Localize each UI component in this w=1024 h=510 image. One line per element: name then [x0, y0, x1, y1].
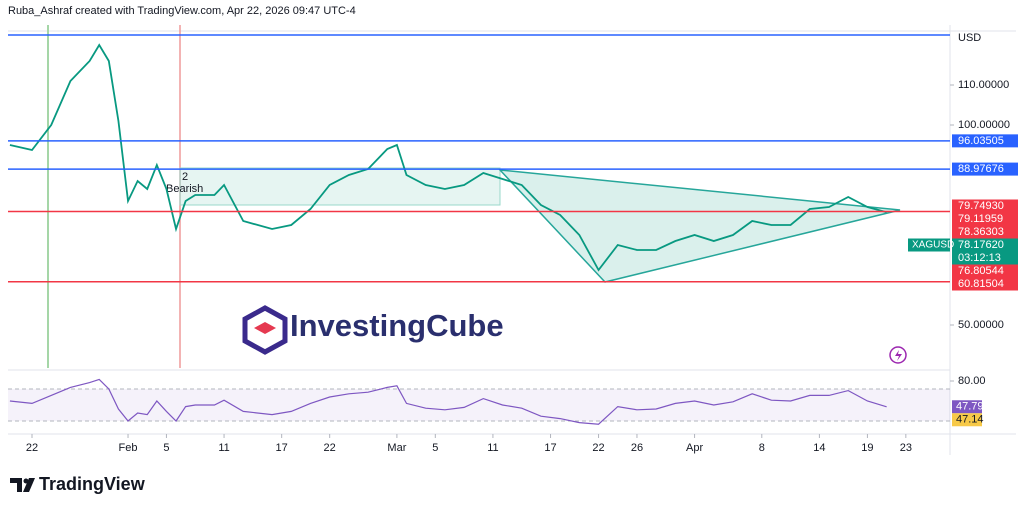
price-tag-label: 79.74930: [958, 200, 1004, 212]
rsi-signal-tag: [952, 413, 982, 427]
price-tag: [952, 277, 1018, 291]
price-tag-label: 88.97676: [958, 163, 1004, 175]
annotation: Bearish: [166, 183, 203, 195]
price-tag-label: 78.36303: [958, 226, 1004, 238]
x-tick-label: Mar: [387, 442, 406, 454]
price-tag: [952, 134, 1018, 148]
watermark-logo: InvestingCube: [242, 305, 504, 355]
x-tick-label: 19: [861, 442, 873, 454]
x-tick-label: 17: [276, 442, 288, 454]
alert-icon[interactable]: [889, 346, 907, 364]
currency: USD: [958, 32, 981, 44]
price-tag: [952, 212, 1018, 226]
symbol-tag: [908, 238, 950, 252]
range-box: [179, 167, 501, 206]
alert-icon: [895, 350, 902, 361]
y-tick-label: 50.00000: [958, 319, 1004, 331]
x-tick-label: 26: [631, 442, 643, 454]
rsi-tag: [952, 400, 982, 414]
triangle-pattern: [498, 169, 901, 283]
rsi-band: [8, 389, 950, 421]
symbol-label: XAGUSD: [912, 240, 954, 251]
x-tick-label: 22: [26, 442, 38, 454]
x-tick-label: Apr: [686, 442, 703, 454]
annotation: 2: [182, 171, 188, 183]
price-tag-label: 76.80544: [958, 265, 1004, 277]
price-line: [9, 43, 887, 272]
y-tick-label: 100.00000: [958, 119, 1010, 131]
x-tick-label: 11: [218, 442, 229, 454]
x-tick-label: 14: [813, 442, 825, 454]
price-tag-label: 60.81504: [958, 278, 1004, 290]
price-tag: [952, 162, 1018, 176]
x-tick-label: 5: [163, 442, 169, 454]
x-tick-label: 22: [592, 442, 604, 454]
x-tick-label: Feb: [119, 442, 138, 454]
price-tag: [952, 199, 1018, 213]
price-tag-label: 96.03505: [958, 135, 1004, 147]
rsi-tick-label: 80.00: [958, 375, 986, 387]
rsi-signal-label: 47.14: [956, 414, 984, 426]
header: Ruba_Ashraf created with TradingView.com…: [8, 5, 356, 17]
price-tag: [952, 238, 1018, 252]
x-tick-label: 22: [324, 442, 336, 454]
price-tag: [952, 225, 1018, 239]
x-tick-label: 5: [432, 442, 438, 454]
countdown-tag: [952, 251, 1018, 265]
countdown-label: 03:12:13: [958, 252, 1001, 264]
price-tag: [952, 264, 1018, 278]
x-tick-label: 8: [759, 442, 765, 454]
x-tick-label: 17: [544, 442, 556, 454]
footer-logo: TradingView: [10, 474, 146, 494]
rsi-line: [9, 378, 887, 425]
y-tick-label: 110.00000: [958, 79, 1009, 91]
price-tag-label: 79.11959: [958, 213, 1003, 225]
watermark: InvestingCube: [290, 308, 504, 343]
price-tag-label: 78.17620: [958, 239, 1004, 251]
x-tick-label: 23: [900, 442, 912, 454]
footer: TradingView: [39, 474, 146, 494]
rsi-tag-label: 47.79: [956, 401, 984, 413]
x-tick-label: 11: [487, 442, 498, 454]
